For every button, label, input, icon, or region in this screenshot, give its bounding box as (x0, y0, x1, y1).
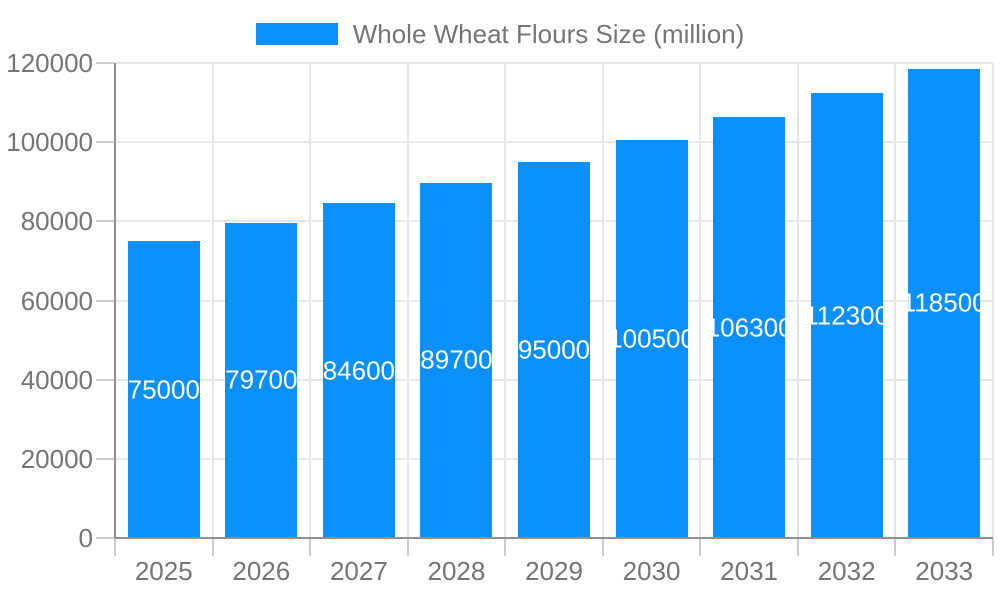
y-tick-label: 40000 (20, 364, 93, 395)
bar[interactable]: 100500 (615, 140, 688, 538)
x-tick-label: 2030 (622, 556, 681, 586)
plot-area: 75000 79700 84600 89700 95000 100500 106300 112… (115, 62, 994, 538)
y-axis-tick (96, 378, 114, 381)
legend-label: Whole Wheat Flours Size (million) (352, 18, 745, 49)
v-gridline (796, 63, 799, 538)
x-tick-label: 2032 (817, 556, 876, 586)
v-gridline (601, 63, 604, 538)
x-tick-label: 2029 (525, 556, 583, 586)
y-axis-tick (96, 537, 114, 539)
x-tick-label: 2026 (232, 556, 291, 586)
v-gridline (992, 63, 994, 538)
y-axis-tick (96, 220, 114, 223)
y-axis-tick (96, 299, 114, 302)
y-axis-tick (96, 457, 114, 460)
x-axis-tick (894, 539, 897, 556)
x-axis-tick (601, 539, 604, 556)
bar-value-label: 112300 (811, 300, 883, 331)
x-tick-label: 2031 (720, 556, 779, 586)
bar[interactable]: 112300 (810, 93, 883, 538)
y-tick-label: 100000 (6, 127, 93, 158)
y-axis-tick (96, 141, 114, 144)
bar[interactable]: 89700 (420, 182, 493, 538)
bar[interactable]: 118500 (908, 68, 981, 538)
v-gridline (699, 63, 702, 538)
x-axis-tick (406, 539, 409, 556)
x-axis-tick (114, 539, 116, 556)
y-axis-line (114, 63, 116, 556)
v-gridline (894, 63, 897, 538)
x-axis-line (115, 537, 993, 539)
v-gridline (309, 63, 312, 538)
bar-value-label: 118500 (908, 287, 981, 318)
y-tick-label: 60000 (20, 285, 93, 316)
x-axis-tick (992, 539, 994, 556)
x-tick-label: 2027 (329, 556, 388, 586)
bar-value-label: 95000 (518, 334, 590, 365)
x-axis-tick (309, 539, 312, 556)
bar-value-label: 79700 (225, 364, 298, 395)
v-gridline (211, 63, 214, 538)
h-gridline (115, 62, 993, 64)
h-gridline (115, 141, 993, 144)
y-tick-label: 20000 (20, 443, 93, 474)
bar[interactable]: 79700 (225, 222, 298, 538)
y-tick-label: 0 (78, 523, 93, 553)
x-tick-label: 2028 (427, 556, 486, 586)
y-tick-label: 80000 (20, 206, 93, 237)
y-tick-label: 120000 (6, 48, 93, 78)
bar-value-label: 106300 (713, 312, 785, 343)
bar-value-label: 100500 (616, 323, 688, 354)
bar[interactable]: 95000 (518, 161, 590, 538)
y-axis-tick (96, 62, 114, 64)
legend: Whole Wheat Flours Size (million) (0, 19, 1000, 49)
x-axis-tick (211, 539, 214, 556)
x-tick-label: 2025 (134, 556, 193, 586)
x-tick-label: 2033 (915, 556, 974, 586)
v-gridline (406, 63, 409, 538)
x-axis-tick (796, 539, 799, 556)
x-axis-tick (699, 539, 702, 556)
v-gridline (504, 63, 507, 538)
x-axis-tick (504, 539, 507, 556)
bar-value-label: 84600 (322, 355, 395, 386)
bar[interactable]: 106300 (713, 117, 786, 538)
bar[interactable]: 84600 (322, 203, 395, 538)
bar[interactable]: 75000 (127, 241, 200, 538)
legend-swatch (255, 23, 338, 45)
bar-value-label: 75000 (127, 374, 200, 405)
bar-value-label: 89700 (420, 344, 493, 375)
